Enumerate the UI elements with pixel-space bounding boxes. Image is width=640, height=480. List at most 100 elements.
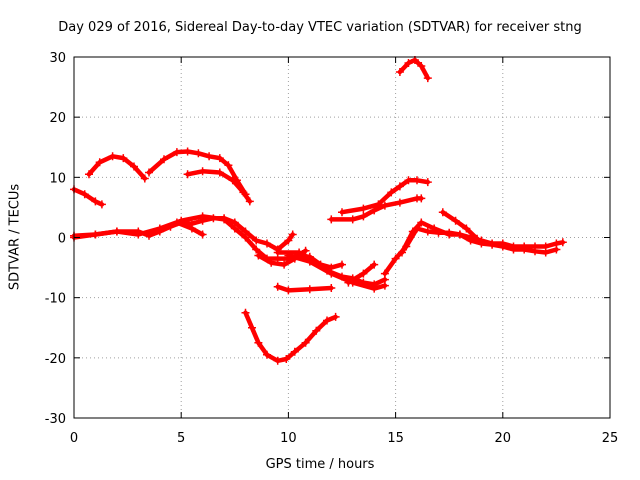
data-point (215, 168, 224, 177)
data-point (134, 230, 143, 239)
data-point (198, 212, 207, 221)
data-point (241, 233, 250, 242)
x-tick-label: 25 (602, 431, 619, 446)
data-point (395, 182, 404, 191)
series-line (329, 196, 424, 222)
data-point (220, 215, 229, 224)
data-point (417, 218, 426, 227)
data-point (380, 201, 389, 210)
data-point (327, 284, 336, 292)
data-point (331, 312, 340, 321)
data-point (466, 236, 475, 245)
data-point (172, 148, 181, 157)
series-line (440, 209, 480, 241)
x-tick-label: 10 (280, 431, 297, 446)
data-point (327, 269, 336, 278)
data-point (97, 200, 106, 209)
data-point (509, 245, 518, 254)
data-point (462, 224, 471, 233)
series-s16 (395, 56, 432, 83)
data-point (215, 154, 224, 163)
data-point (391, 254, 400, 263)
data-point (477, 239, 486, 248)
data-point (338, 208, 346, 217)
data-point (140, 174, 149, 183)
series-line (71, 187, 105, 207)
data-point (252, 236, 261, 245)
series-s13 (241, 308, 340, 365)
data-point (359, 212, 368, 221)
x-tick-label: 20 (495, 431, 512, 446)
data-series-layer (70, 56, 567, 365)
data-point (160, 155, 168, 164)
series-s18 (398, 218, 561, 257)
data-point (423, 178, 432, 187)
data-point (417, 194, 426, 203)
data-point (198, 167, 207, 176)
data-point (254, 251, 263, 260)
data-point (245, 197, 254, 206)
data-point (130, 162, 138, 171)
series-line (146, 149, 248, 197)
data-point (541, 248, 550, 257)
data-point (85, 170, 93, 179)
data-point (183, 170, 192, 179)
series-s15 (327, 194, 426, 224)
data-point (473, 234, 482, 243)
data-point (155, 224, 164, 233)
data-point (398, 248, 406, 257)
data-point (290, 347, 299, 356)
data-point (254, 338, 263, 347)
data-point (413, 176, 421, 185)
data-point (267, 258, 276, 267)
data-point (520, 245, 529, 254)
axis-ticks: 0 5 10 15 20 25 -30 -20 -10 0 10 20 30 (45, 51, 619, 446)
data-point (359, 204, 368, 213)
data-point (408, 227, 417, 236)
data-point (95, 158, 104, 167)
y-tick-label: 20 (49, 111, 66, 126)
data-point (380, 269, 389, 278)
data-point (198, 230, 207, 239)
data-point (423, 227, 432, 236)
data-point (305, 257, 314, 266)
x-axis-label: GPS time / hours (265, 457, 375, 472)
data-point (531, 247, 539, 256)
data-point (187, 224, 196, 233)
series-s2 (85, 152, 149, 183)
data-point (438, 208, 447, 217)
data-point (404, 59, 413, 67)
data-point (273, 356, 282, 365)
data-point (423, 74, 432, 83)
series-s11 (273, 282, 336, 295)
data-point (344, 278, 353, 287)
data-point (284, 236, 293, 245)
data-point (498, 242, 507, 251)
y-tick-label: -10 (45, 292, 66, 307)
data-point (451, 216, 460, 225)
series-line (86, 154, 148, 181)
data-point (288, 230, 297, 239)
series-line (243, 310, 338, 364)
data-point (284, 286, 293, 295)
data-point (380, 281, 389, 290)
y-tick-label: 10 (49, 171, 66, 186)
x-tick-label: 0 (70, 431, 78, 446)
data-point (263, 239, 271, 248)
y-tick-label: -20 (45, 352, 66, 367)
data-point (241, 308, 250, 317)
data-point (284, 251, 293, 260)
data-point (224, 161, 233, 170)
data-point (430, 224, 439, 233)
data-point (455, 230, 464, 239)
data-point (263, 350, 271, 359)
data-point (194, 149, 203, 158)
data-point (205, 152, 214, 161)
data-point (80, 190, 89, 199)
data-point (228, 176, 237, 185)
series-line (397, 57, 431, 81)
grid-lines (74, 57, 610, 418)
data-point (323, 316, 331, 325)
data-point (338, 260, 346, 269)
data-point (273, 248, 282, 257)
